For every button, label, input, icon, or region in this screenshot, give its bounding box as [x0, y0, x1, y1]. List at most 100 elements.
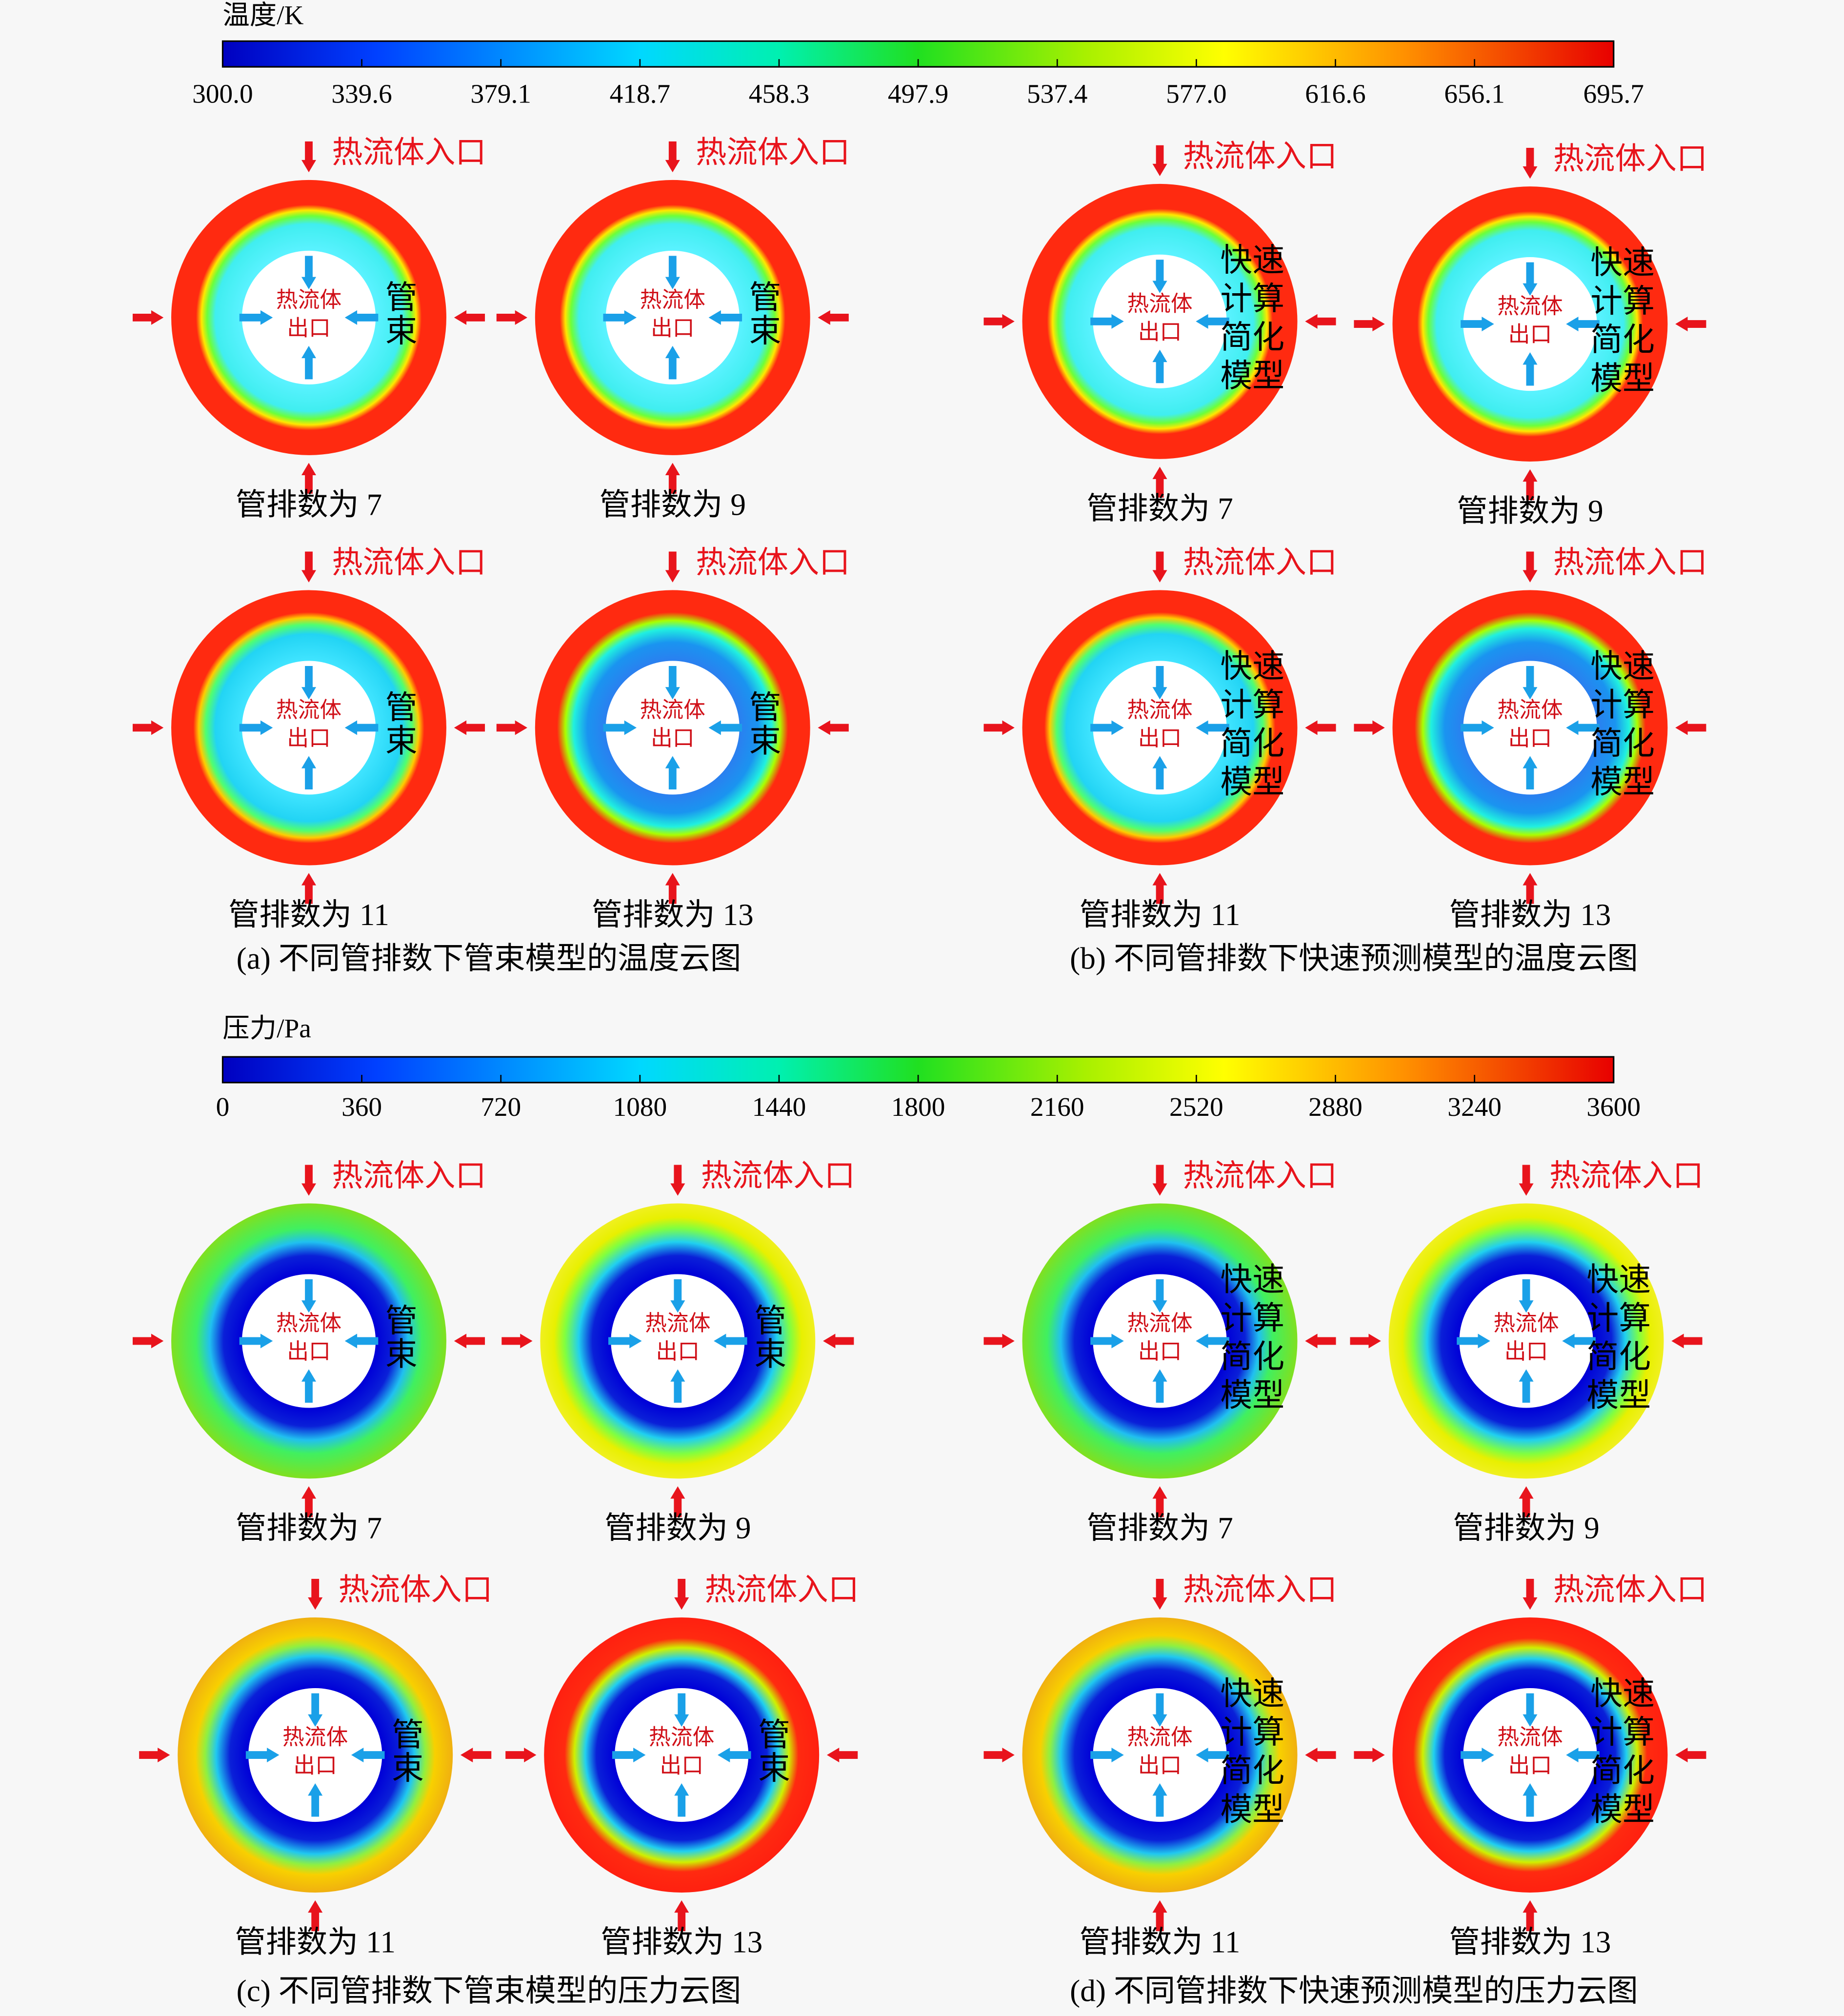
outlet-arrow: [351, 1748, 385, 1763]
side-label: 简化: [1220, 320, 1284, 355]
outlet-arrow: [344, 720, 379, 735]
outlet-core: [1093, 1688, 1227, 1822]
outlet-arrow: [1152, 1693, 1167, 1727]
outlet-label: 热流体: [1127, 1725, 1192, 1750]
outlet-arrow: [1523, 1783, 1538, 1817]
side-label: 快速: [1220, 1676, 1284, 1712]
outlet-arrow: [608, 1333, 642, 1349]
plot-label: 管排数为 11: [1080, 898, 1241, 932]
outlet-core: [1463, 661, 1597, 795]
side-label: 管: [385, 1303, 418, 1339]
inlet-label: 热流体入口: [332, 135, 486, 169]
outlet-arrow: [1461, 317, 1494, 332]
outlet-arrow: [670, 1279, 685, 1313]
outlet-arrow: [1090, 720, 1124, 735]
outlet-core: [1463, 1688, 1597, 1822]
inlet-arrow: [301, 1165, 317, 1196]
inlet-arrow: [1305, 720, 1336, 735]
side-label: 简化: [1590, 323, 1655, 358]
inlet-arrow: [1305, 1333, 1336, 1349]
outlet-label: 出口: [1508, 726, 1552, 750]
inlet-arrow: [1675, 1748, 1706, 1763]
inlet-label: 热流体入口: [696, 135, 850, 169]
inlet-arrow: [1523, 551, 1538, 583]
outlet-arrow: [1523, 1693, 1538, 1727]
side-label: 束: [758, 1751, 790, 1786]
side-label: 束: [385, 724, 418, 759]
outlet-core: [605, 661, 740, 795]
plot-label: 管排数为 9: [1457, 494, 1603, 528]
inlet-label: 热流体入口: [332, 1159, 486, 1193]
outlet-label: 出口: [287, 316, 331, 341]
inlet-arrow: [983, 314, 1015, 329]
colorbar-tick-label: 2520: [1169, 1092, 1223, 1122]
inlet-arrow: [301, 551, 317, 583]
side-label: 快速: [1220, 1262, 1284, 1298]
inlet-arrow: [1350, 1333, 1381, 1349]
plot-label: 管排数为 7: [1086, 1511, 1233, 1545]
inlet-arrow: [983, 720, 1015, 735]
inlet-arrow: [826, 1748, 858, 1763]
outlet-arrow: [1461, 1748, 1494, 1763]
outlet-label: 出口: [293, 1754, 337, 1778]
side-label: 管: [385, 690, 418, 726]
outlet-label: 出口: [1504, 1339, 1548, 1364]
outlet-arrow: [1566, 317, 1600, 332]
inlet-arrow: [460, 1748, 492, 1763]
outlet-arrow: [301, 756, 317, 790]
outlet-label: 热流体: [276, 698, 341, 722]
inlet-arrow: [496, 720, 527, 735]
outlet-arrow: [1566, 720, 1600, 735]
inlet-arrow: [1152, 1579, 1167, 1610]
outlet-arrow: [1090, 1333, 1124, 1349]
outlet-arrow: [1196, 720, 1229, 735]
outlet-arrow: [344, 310, 379, 325]
inlet-label: 热流体入口: [339, 1573, 493, 1607]
inlet-label: 热流体入口: [701, 1159, 855, 1193]
inlet-arrow: [1305, 1748, 1336, 1763]
colorbar-tick-label: 1800: [891, 1092, 945, 1122]
inlet-label: 热流体入口: [1549, 1159, 1704, 1193]
inlet-arrow: [1523, 1579, 1538, 1610]
inlet-arrow: [1152, 1486, 1167, 1517]
inlet-arrow: [1675, 317, 1706, 332]
inlet-arrow: [983, 1748, 1015, 1763]
colorbar-tick-label: 3600: [1586, 1092, 1641, 1122]
colorbar-tick-label: 720: [481, 1092, 521, 1122]
outlet-core: [611, 1274, 745, 1408]
outlet-arrow: [603, 720, 637, 735]
inlet-arrow: [1152, 1900, 1167, 1932]
inlet-arrow: [665, 551, 680, 583]
outlet-label: 热流体: [1127, 698, 1192, 722]
inlet-arrow: [818, 310, 849, 325]
plot-label: 管排数为 9: [1453, 1511, 1599, 1545]
inlet-label: 热流体入口: [696, 545, 850, 580]
plot-label: 管排数为 13: [1449, 898, 1611, 932]
plot-label: 管排数为 11: [235, 1925, 396, 1959]
inlet-arrow: [670, 1165, 685, 1196]
inlet-arrow: [674, 1900, 689, 1932]
outlet-arrow: [1457, 1333, 1490, 1349]
outlet-label: 出口: [651, 726, 695, 750]
outlet-label: 热流体: [1127, 1311, 1192, 1335]
outlet-arrow: [1152, 1783, 1167, 1817]
outlet-core: [248, 1688, 382, 1822]
outlet-label: 出口: [1138, 320, 1182, 344]
side-label: 管: [758, 1717, 790, 1753]
outlet-arrow: [301, 256, 317, 289]
inlet-label: 热流体入口: [1183, 545, 1337, 580]
inlet-arrow: [1523, 1900, 1538, 1932]
outlet-label: 热流体: [276, 288, 341, 312]
outlet-label: 热流体: [276, 1311, 341, 1335]
colorbar-tick-label: 339.6: [331, 79, 392, 108]
inlet-arrow: [132, 720, 164, 735]
outlet-arrow: [1090, 1748, 1124, 1763]
outlet-core: [1459, 1274, 1593, 1408]
panel-caption: (a) 不同管排数下管束模型的温度云图: [237, 942, 742, 976]
side-label: 束: [749, 313, 782, 349]
outlet-arrow: [674, 1693, 689, 1727]
plot-label: 管排数为 11: [228, 898, 389, 932]
inlet-arrow: [823, 1333, 854, 1349]
inlet-arrow: [665, 463, 680, 494]
